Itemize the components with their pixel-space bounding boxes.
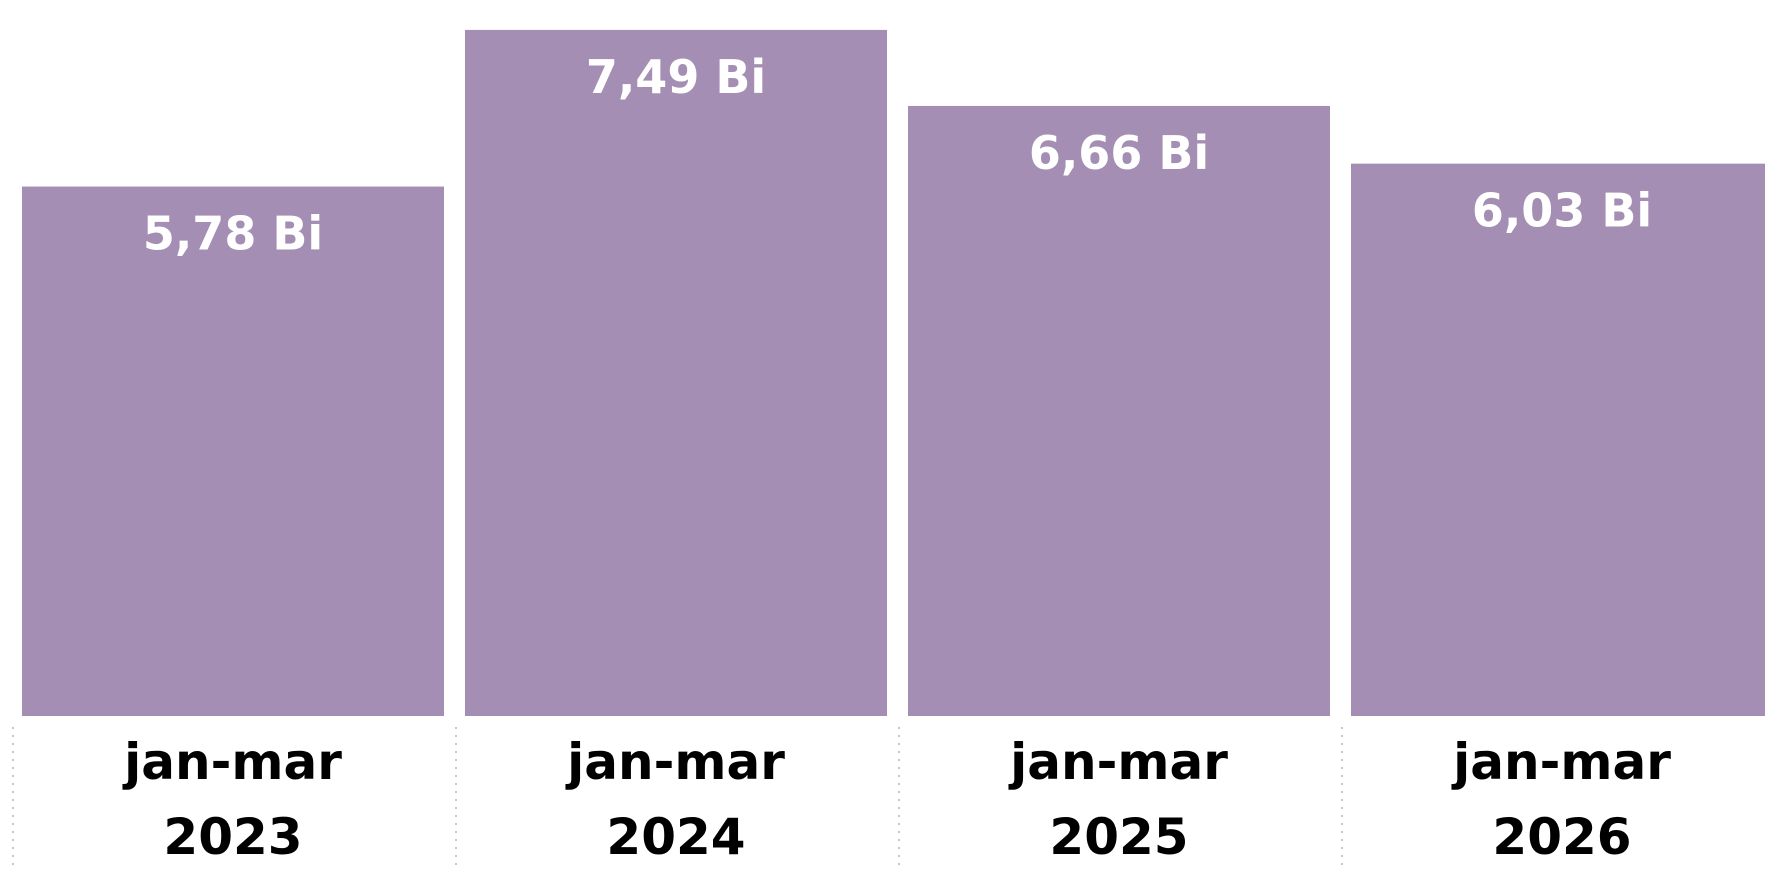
- bar-value-label: 6,03 Bi: [1472, 184, 1652, 238]
- bar: [1351, 163, 1765, 717]
- bar-value-label: 5,78 Bi: [143, 207, 323, 261]
- bar: [465, 29, 887, 716]
- category-label-line-1: jan-mar: [1451, 733, 1671, 791]
- category-label-line-1: jan-mar: [565, 733, 785, 791]
- category-label-line-2: 2026: [1492, 808, 1631, 866]
- bar: [22, 186, 444, 716]
- bar: [908, 105, 1330, 717]
- category-label-line-2: 2024: [606, 808, 745, 866]
- bar-value-label: 6,66 Bi: [1029, 126, 1209, 180]
- category-label-line-1: jan-mar: [122, 733, 342, 791]
- category-label-line-2: 2025: [1049, 808, 1188, 866]
- bar-value-label: 7,49 Bi: [586, 50, 766, 104]
- category-label-line-2: 2023: [163, 808, 302, 866]
- category-label-line-1: jan-mar: [1008, 733, 1228, 791]
